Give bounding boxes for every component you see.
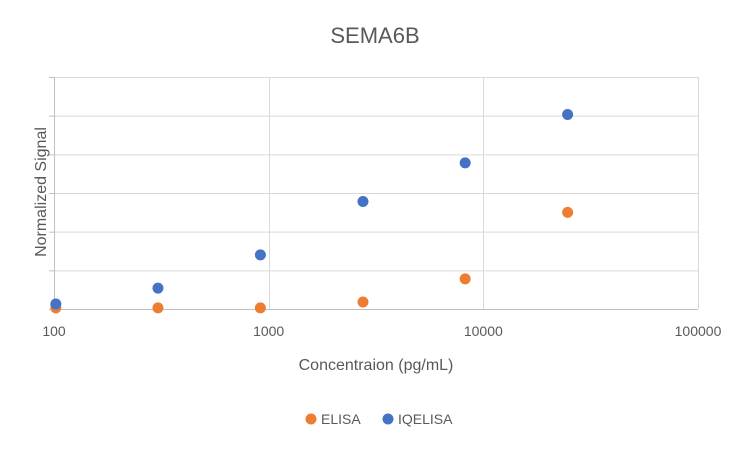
legend-label-elisa: ELISA xyxy=(321,411,361,427)
x-axis-label: Concentraion (pg/mL) xyxy=(299,357,454,374)
data-point-iqelisa xyxy=(254,249,266,261)
data-point-elisa xyxy=(357,296,369,308)
x-tick-label: 10000 xyxy=(464,323,503,339)
chart-title: SEMA6B xyxy=(330,23,419,48)
x-tick-label: 100 xyxy=(42,323,66,339)
x-tick-label: 100000 xyxy=(675,323,722,339)
data-points xyxy=(50,109,574,314)
data-point-iqelisa xyxy=(562,109,574,121)
legend: ELISA IQELISA xyxy=(305,411,453,427)
data-point-elisa xyxy=(152,302,164,314)
data-point-elisa xyxy=(562,206,574,218)
series-iqelisa xyxy=(50,109,574,310)
x-tick-labels: 100 1000 10000 100000 xyxy=(42,323,721,339)
x-tick-label: 1000 xyxy=(253,323,284,339)
series-elisa xyxy=(50,206,574,314)
data-point-iqelisa xyxy=(459,157,471,169)
data-point-iqelisa xyxy=(357,196,369,208)
legend-label-iqelisa: IQELISA xyxy=(398,411,453,427)
data-point-elisa xyxy=(254,302,266,314)
data-point-iqelisa xyxy=(50,298,62,310)
legend-marker-iqelisa xyxy=(382,413,394,425)
data-point-iqelisa xyxy=(152,282,164,294)
y-axis-label: Normalized Signal xyxy=(33,127,50,257)
plot-grid xyxy=(49,77,699,310)
legend-marker-elisa xyxy=(305,413,317,425)
data-point-elisa xyxy=(459,273,471,285)
